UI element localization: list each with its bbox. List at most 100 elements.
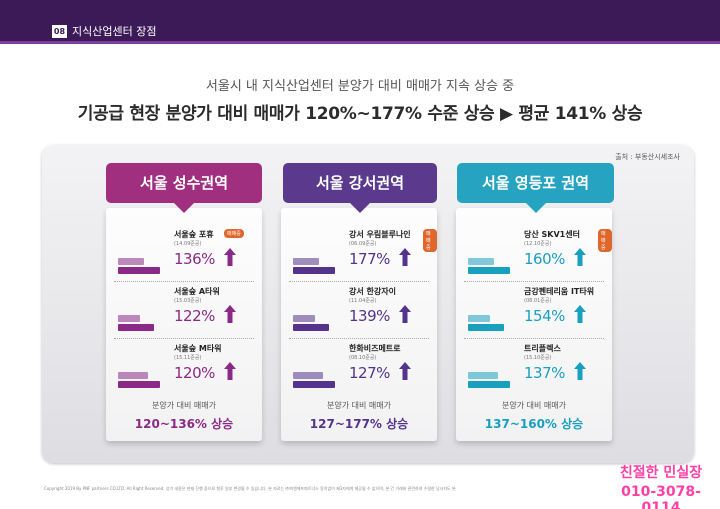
- building-name: 서울숲 포휴: [174, 230, 214, 239]
- bar-graphic: [468, 252, 510, 276]
- presale-bar: [468, 315, 490, 322]
- row-divider: [114, 281, 254, 282]
- top-bar: 08 지식산업센터 장점: [0, 0, 720, 44]
- region-banner: 서울 성수권역: [106, 163, 262, 213]
- presale-bar: [468, 258, 494, 265]
- bar-graphic: [118, 366, 160, 390]
- market-bar: [118, 267, 160, 274]
- contact-stamp: 친절한 민실장 010-3078-0114: [605, 462, 717, 509]
- completion-date: (15.03준공): [174, 298, 202, 304]
- market-bar: [468, 381, 510, 388]
- headline: 기공급 현장 분양가 대비 매매가 120%~177% 수준 상승 ▶ 평균 1…: [77, 104, 643, 124]
- copyright-text: Copyright 2019 By PNF partners CO.LTD. A…: [44, 486, 456, 491]
- building-name: 강서 한강자이: [349, 287, 396, 296]
- building-name: 당산 SKV1센터: [524, 230, 580, 239]
- stamp-phone: 010-3078-0114: [621, 484, 701, 509]
- region-summary: 분양가 대비 매매가 137~160% 상승: [456, 398, 612, 432]
- completion-date: (06.09준공): [349, 241, 377, 247]
- presale-bar: [293, 372, 323, 379]
- presale-bar: [118, 315, 140, 322]
- increase-percent: 137%: [524, 364, 565, 382]
- summary-label: 분양가 대비 매매가: [152, 401, 216, 410]
- up-arrow-icon: [224, 248, 236, 266]
- up-arrow-icon: [399, 305, 411, 323]
- status-badge: 매매중: [224, 229, 244, 238]
- completion-date: (12.10준공): [524, 241, 552, 247]
- up-arrow-icon: [224, 305, 236, 323]
- bar-graphic: [118, 309, 160, 333]
- up-arrow-icon: [224, 362, 236, 380]
- increase-percent: 136%: [174, 250, 215, 268]
- up-arrow-icon: [399, 248, 411, 266]
- bar-graphic: [293, 252, 335, 276]
- completion-date: (11.04준공): [349, 298, 377, 304]
- market-bar: [118, 381, 160, 388]
- row-divider: [464, 338, 604, 339]
- summary-range: 127~177% 상승: [309, 417, 409, 431]
- increase-percent: 120%: [174, 364, 215, 382]
- status-badge: 매매중: [598, 229, 612, 252]
- building-row: 당산 SKV1센터 (12.10준공) 매매중 160%: [456, 226, 612, 282]
- presale-bar: [118, 372, 148, 379]
- building-row: 서울숲 포휴 (14.09준공) 매매중 136%: [106, 226, 262, 282]
- up-arrow-icon: [399, 362, 411, 380]
- subtitle: 서울시 내 지식산업센터 분양가 대비 매매가 지속 상승 중: [205, 79, 515, 94]
- building-row: 강서 우림블루나인 (06.09준공) 매매중 177%: [281, 226, 437, 282]
- bar-graphic: [468, 366, 510, 390]
- building-name: 서울숲 M타워: [174, 344, 222, 353]
- section-title: 지식산업센터 장점: [72, 25, 157, 38]
- presale-bar: [293, 258, 319, 265]
- up-arrow-icon: [574, 305, 586, 323]
- building-row: 한화비즈메트로 (08.10준공) 127%: [281, 340, 437, 396]
- completion-date: (15.11준공): [174, 355, 202, 361]
- up-arrow-icon: [574, 362, 586, 380]
- increase-percent: 139%: [349, 307, 390, 325]
- building-row: 강서 한강자이 (11.04준공) 139%: [281, 283, 437, 339]
- region-card: 당산 SKV1센터 (12.10준공) 매매중 160% 금강펜테리움 IT타워…: [456, 208, 612, 441]
- increase-percent: 127%: [349, 364, 390, 382]
- bar-graphic: [118, 252, 160, 276]
- row-divider: [289, 338, 429, 339]
- row-divider: [289, 281, 429, 282]
- status-badge: 매매중: [423, 229, 437, 252]
- market-bar: [468, 267, 510, 274]
- source-note: 출처 : 부동산시세조사: [615, 153, 680, 161]
- completion-date: (15.10준공): [524, 355, 552, 361]
- summary-range: 120~136% 상승: [134, 417, 234, 431]
- market-bar: [293, 381, 335, 388]
- stamp-name: 친절한 민실장: [619, 465, 703, 481]
- building-name: 서울숲 A타워: [174, 287, 220, 296]
- building-row: 트리플렉스 (15.10준공) 137%: [456, 340, 612, 396]
- increase-percent: 160%: [524, 250, 565, 268]
- building-row: 서울숲 A타워 (15.03준공) 122%: [106, 283, 262, 339]
- completion-date: (08.10준공): [349, 355, 377, 361]
- region-card: 강서 우림블루나인 (06.09준공) 매매중 177% 강서 한강자이 (11…: [281, 208, 437, 441]
- increase-percent: 177%: [349, 250, 390, 268]
- increase-percent: 122%: [174, 307, 215, 325]
- region-card: 서울숲 포휴 (14.09준공) 매매중 136% 서울숲 A타워 (15.03…: [106, 208, 262, 441]
- region-summary: 분양가 대비 매매가 120~136% 상승: [106, 398, 262, 432]
- row-divider: [114, 338, 254, 339]
- building-name: 강서 우림블루나인: [349, 230, 411, 239]
- market-bar: [293, 324, 329, 331]
- market-bar: [118, 324, 154, 331]
- increase-percent: 154%: [524, 307, 565, 325]
- presale-bar: [293, 315, 315, 322]
- bar-graphic: [293, 309, 335, 333]
- presale-bar: [118, 258, 144, 265]
- region-banner: 서울 강서권역: [283, 163, 437, 213]
- region-banner: 서울 영등포 권역: [457, 163, 614, 213]
- bar-graphic: [293, 366, 335, 390]
- completion-date: (14.09준공): [174, 241, 202, 247]
- bar-graphic: [468, 309, 510, 333]
- building-row: 서울숲 M타워 (15.11준공) 120%: [106, 340, 262, 396]
- building-row: 금강펜테리움 IT타워 (08.01준공) 154%: [456, 283, 612, 339]
- building-name: 트리플렉스: [524, 344, 561, 353]
- market-bar: [468, 324, 504, 331]
- page-number-badge: 08: [52, 25, 67, 38]
- summary-label: 분양가 대비 매매가: [502, 401, 566, 410]
- up-arrow-icon: [574, 248, 586, 266]
- market-bar: [293, 267, 335, 274]
- summary-range: 137~160% 상승: [484, 417, 584, 431]
